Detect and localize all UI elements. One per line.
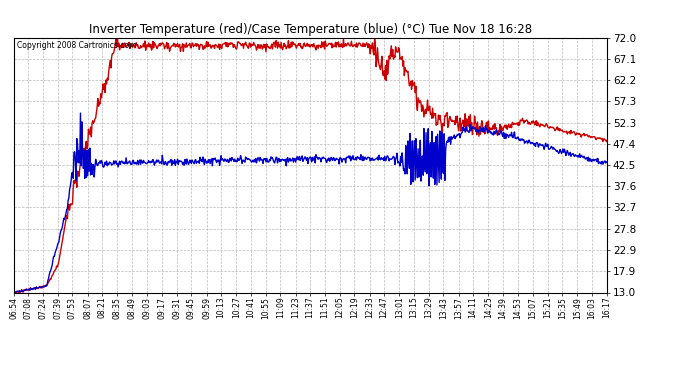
Title: Inverter Temperature (red)/Case Temperature (blue) (°C) Tue Nov 18 16:28: Inverter Temperature (red)/Case Temperat… <box>89 23 532 36</box>
Text: Copyright 2008 Cartronics.com: Copyright 2008 Cartronics.com <box>17 41 136 50</box>
